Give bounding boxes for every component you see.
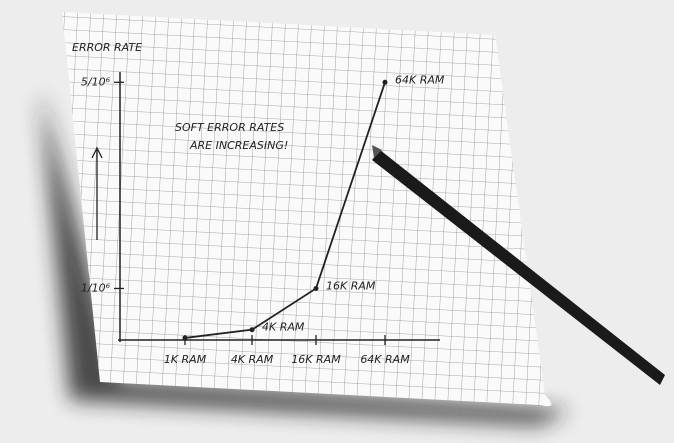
paper-grid — [62, 12, 552, 407]
annotation: ARE INCREASING! — [189, 139, 288, 152]
up-arrow — [91, 146, 103, 240]
point-label: 64K RAM — [395, 73, 445, 86]
y-axis-label: ERROR RATE — [72, 41, 142, 54]
point — [182, 335, 188, 341]
y-tick-label: 5/10⁶ — [81, 75, 111, 88]
point — [249, 327, 255, 333]
x-tick-label: 64K RAM — [360, 353, 410, 366]
point-label: 16K RAM — [326, 279, 376, 292]
point-label: 4K RAM — [262, 321, 305, 334]
line — [184, 82, 386, 339]
pencil — [372, 150, 665, 385]
y-tick-label: 1/10⁶ — [81, 281, 111, 294]
x-tick-label: 4K RAM — [231, 353, 274, 366]
paper-shadow — [40, 90, 570, 425]
point — [382, 79, 388, 85]
point — [313, 285, 319, 291]
x-tick-label: 1K RAM — [164, 353, 207, 366]
annotation: SOFT ERROR RATES — [175, 121, 284, 134]
pencil-tip — [372, 145, 382, 158]
x-tick-label: 16K RAM — [291, 353, 341, 366]
